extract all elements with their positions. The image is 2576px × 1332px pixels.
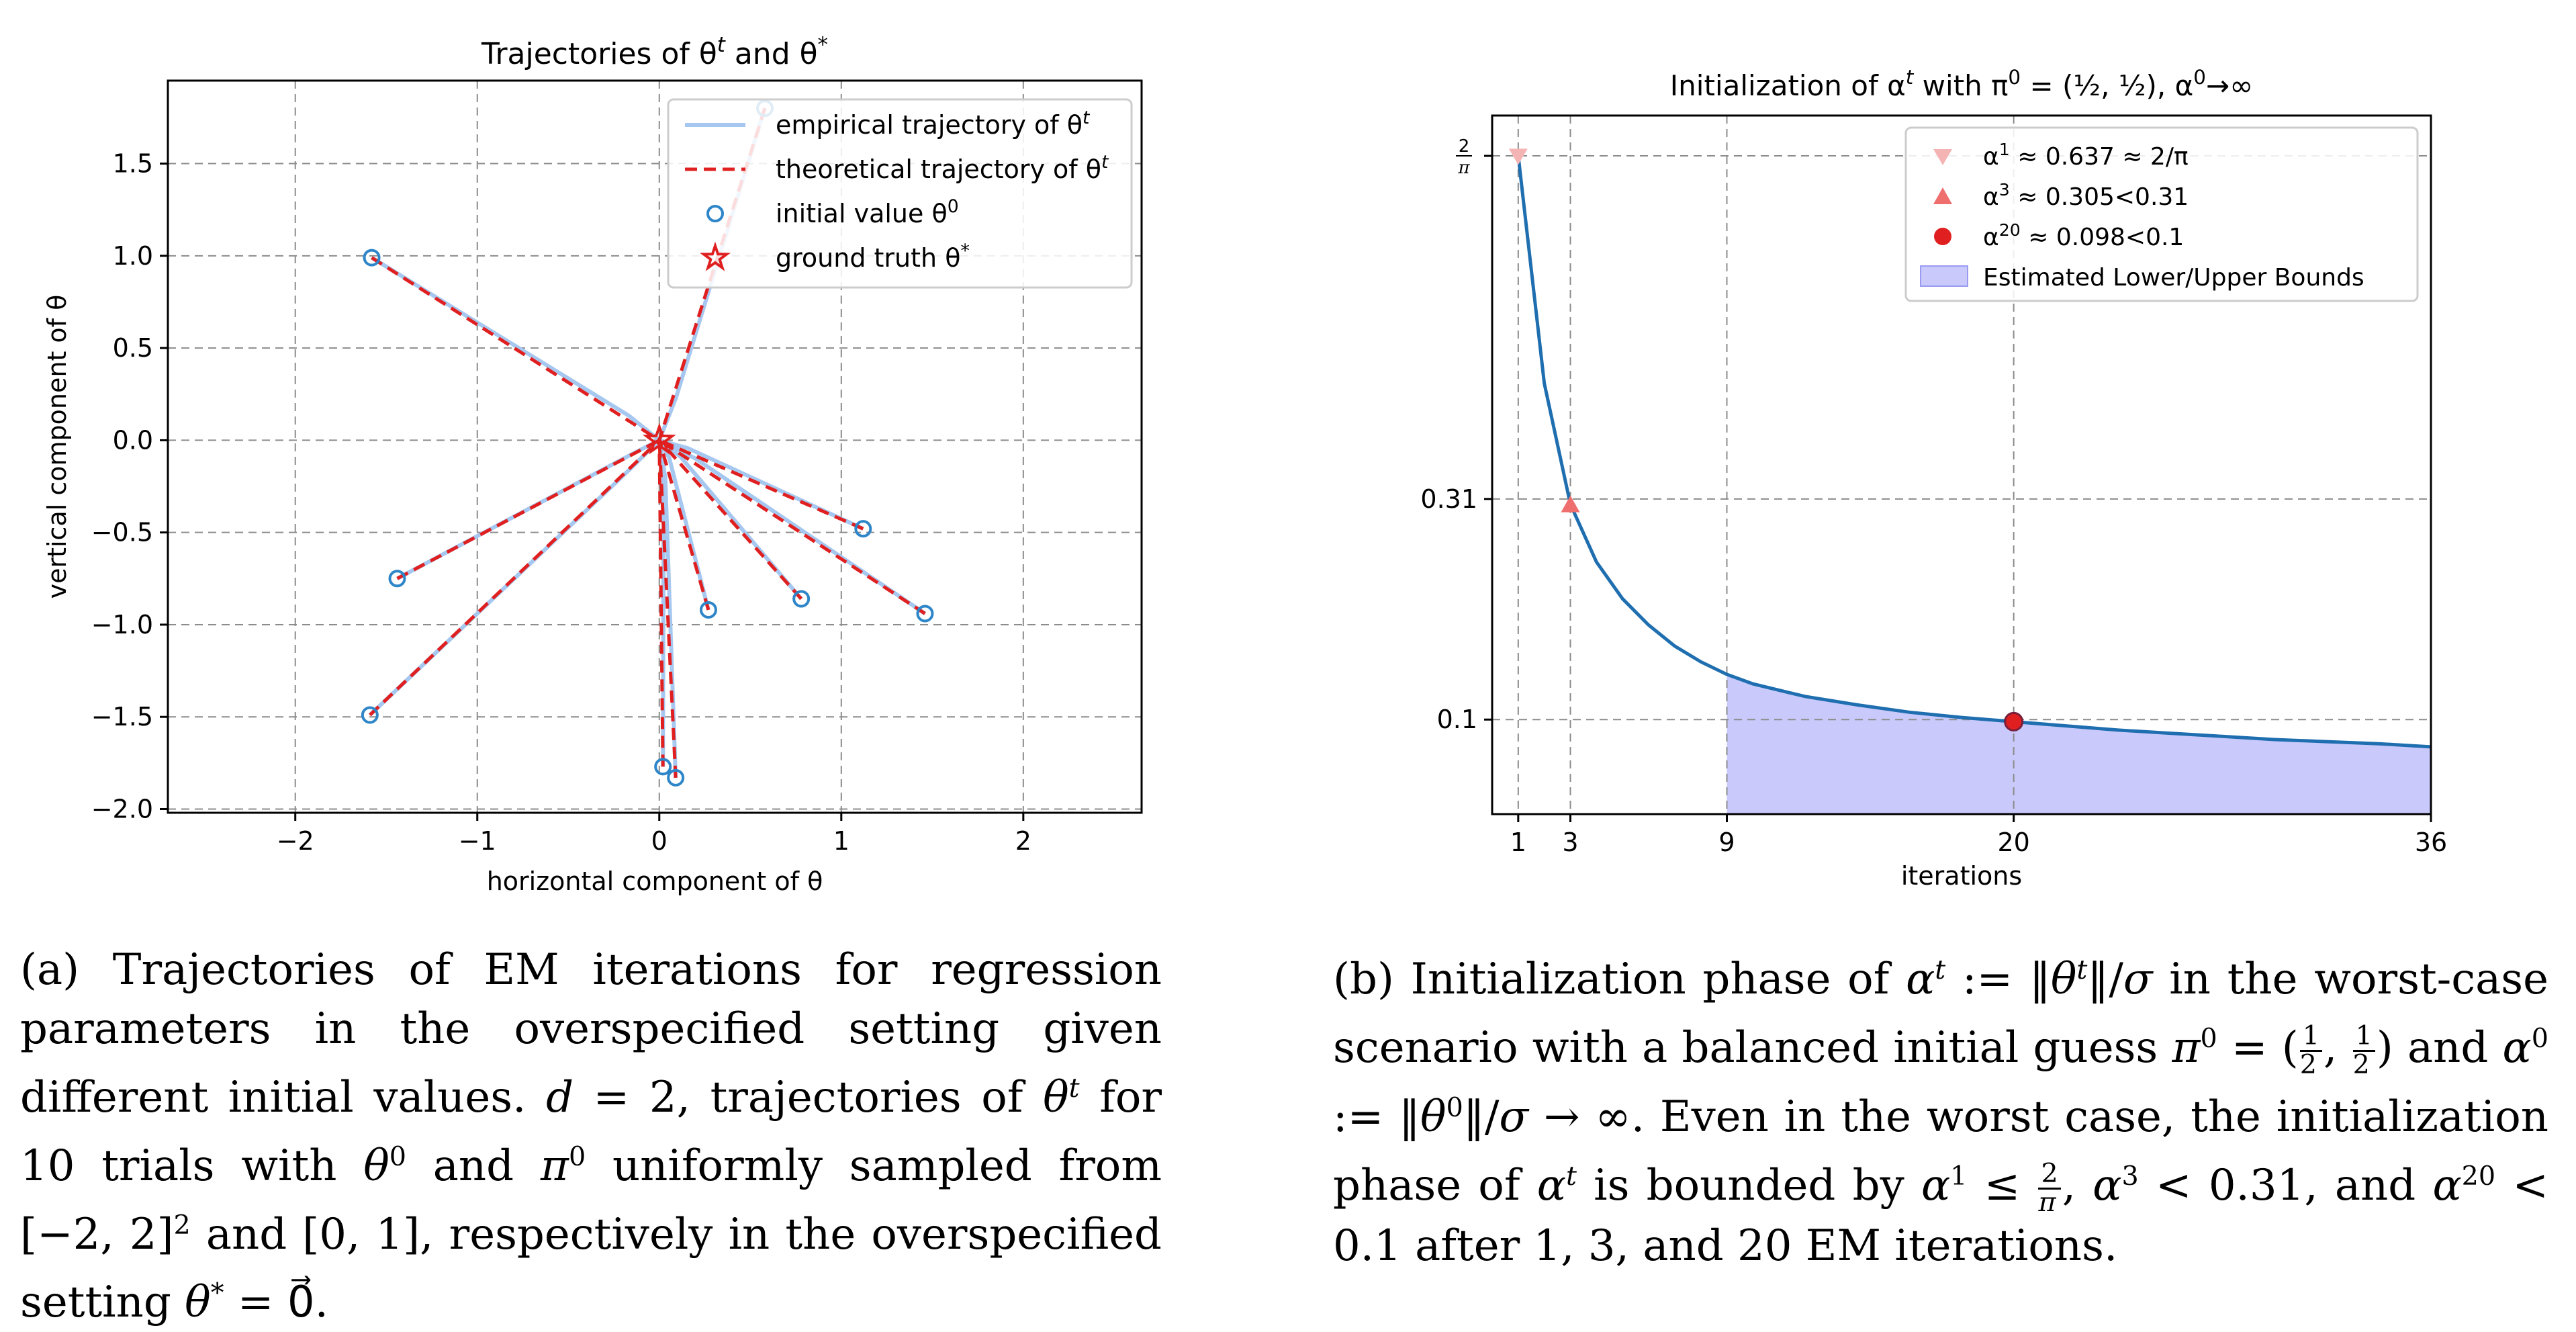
y-tick-label: 0.1 [1437,705,1477,734]
y-tick-label: 0.5 [113,333,153,363]
x-tick-label: −2 [277,826,314,856]
x-tick-label: 2 [1015,826,1031,856]
legend-swatch-alpha-20 [1934,228,1951,245]
initial-value-point [654,758,672,776]
x-tick-label: 1 [833,826,849,856]
initial-value-point [916,605,934,623]
legend-label: theoretical trajectory of θt [776,152,1109,185]
y-tick-label: −1.0 [91,610,153,639]
plot-frame [167,79,1143,814]
initial-value-point [667,768,685,787]
initial-value-point [699,601,717,619]
theoretical-trajectory [657,439,803,601]
chart-trajectories: −2 −1 0 1 2 1.5 1.0 0.5 0.0 −0.5 −1.0 −1.5 −2.0 Traje… [42,33,1143,896]
initial-value-point [792,590,811,608]
legend-swatch-initial [706,205,724,222]
y-tick-label: −2.0 [91,795,153,824]
theoretical-trajectory [657,440,665,767]
y-tick-label-den: π [1457,158,1470,178]
x-tick-label: −1 [459,826,496,856]
x-tick-label: 1 [1510,828,1526,857]
legend-label: initial value θ0 [776,196,959,229]
caption-b: (b) Initialization phase of αt := ‖θt‖/σ… [1333,954,2549,1271]
caption-a: (a) Trajectories of EM iterations for re… [20,945,1162,1328]
legend-label: α1 ≈ 0.637 ≈ 2/π [1983,140,2189,171]
y-tick-label: −1.5 [91,702,153,731]
y-tick-label: −0.5 [91,518,153,547]
x-axis-label: iterations [1901,861,2022,891]
legend-box [1904,126,2419,302]
legend-box [667,98,1133,289]
legend-swatch-truth [699,241,731,271]
legend-label: ground truth θ* [776,240,970,273]
legend-label: empirical trajectory of θt [776,107,1091,140]
marker-alpha-3 [1561,495,1580,513]
legend-swatch-band [1920,265,1968,287]
theoretical-trajectory [657,439,710,611]
y-tick-label: 1.0 [113,241,153,271]
chart-title: Initialization of αt with π0 = (½, ½), α… [1670,66,2253,102]
alpha-curve [1516,155,2432,749]
y-tick-label: 0.31 [1420,484,1477,514]
theoretical-trajectory [658,439,926,615]
marker-alpha-1 [1508,148,1528,165]
theoretical-trajectory [371,256,661,442]
legend-label: α3 ≈ 0.305<0.31 [1983,180,2189,212]
theoretical-trajectory [369,439,661,717]
y-tick-label: 1.5 [113,149,153,179]
bounds-band [1727,674,2431,814]
legend-swatch-alpha-3 [1933,187,1952,204]
x-tick-label: 20 [1997,828,2029,857]
chart-title: Trajectories of θt and θ* [481,33,828,71]
initial-value-point [361,706,379,724]
legend-swatch-alpha-1 [1933,149,1952,165]
x-tick-label: 9 [1718,828,1735,857]
theoretical-trajectory [396,439,660,580]
legend-label: Estimated Lower/Upper Bounds [1983,264,2364,292]
x-tick-label: 3 [1562,828,1578,857]
figure: −2 −1 0 1 2 1.5 1.0 0.5 0.0 −0.5 −1.0 −1.5 −2.0 Traje… [20,33,2549,1327]
initial-value-point [363,249,381,267]
initial-value-point [854,520,872,538]
y-tick-label: 0.0 [113,425,153,455]
y-axis-label: vertical component of θ [42,295,72,599]
initial-value-point [388,570,406,588]
legend-label: α20 ≈ 0.098<0.1 [1983,220,2184,252]
x-axis-label: horizontal component of θ [487,867,823,896]
x-tick-label: 0 [651,826,668,856]
ground-truth-star [643,423,676,455]
chart-initialization: 1 3 9 20 36 2π 0.31 0.1 Initialization of αt wit… [1420,66,2447,891]
x-tick-label: 36 [2415,828,2447,857]
y-tick-label-num: 2 [1459,136,1470,157]
marker-alpha-20 [2004,711,2024,731]
plot-frame [1491,114,2432,815]
